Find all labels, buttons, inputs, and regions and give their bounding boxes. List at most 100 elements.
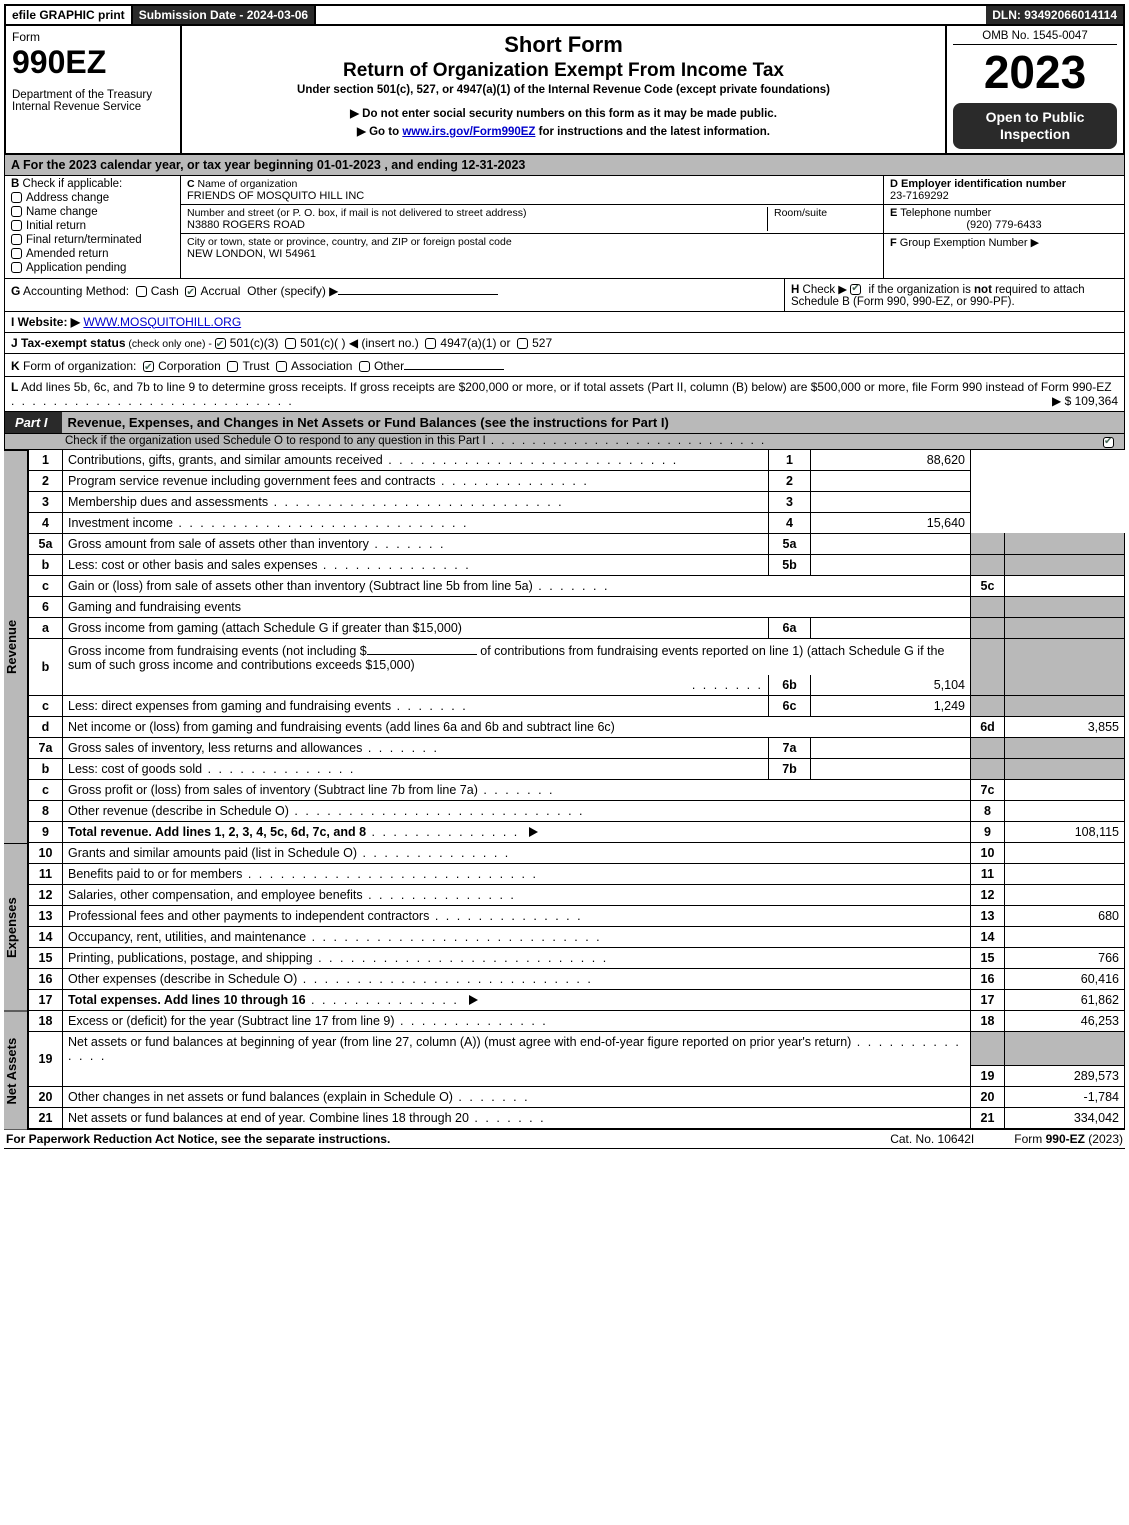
line-text: Professional fees and other payments to …: [68, 909, 429, 923]
grey-cell: [971, 1031, 1005, 1066]
checkbox-association[interactable]: [276, 361, 287, 372]
table-row: cLess: direct expenses from gaming and f…: [29, 695, 1125, 716]
label-amended-return: Amended return: [26, 248, 108, 260]
checkbox-schedule-b-not-required[interactable]: [850, 284, 861, 295]
checkbox-accrual[interactable]: [185, 286, 196, 297]
row-gh: G Accounting Method: Cash Accrual Other …: [4, 279, 1125, 312]
table-row: 1Contributions, gifts, grants, and simil…: [29, 450, 1125, 471]
checkbox-501c[interactable]: [285, 338, 296, 349]
line-amount: 289,573: [1005, 1066, 1125, 1087]
checkbox-527[interactable]: [517, 338, 528, 349]
line-num: 13: [29, 905, 63, 926]
checkbox-other-org[interactable]: [359, 361, 370, 372]
table-row: 15Printing, publications, postage, and s…: [29, 947, 1125, 968]
checkbox-name-change[interactable]: [11, 206, 22, 217]
line-box: 1: [769, 450, 811, 471]
triangle-icon: [529, 827, 538, 837]
footer-catno: Cat. No. 10642I: [890, 1132, 974, 1146]
section-a-text: For the 2023 calendar year, or tax year …: [20, 158, 526, 172]
mini-num: 7a: [769, 737, 811, 758]
line-box: 7c: [971, 779, 1005, 800]
j-small: (check only one) -: [126, 338, 215, 350]
footer-form-number: 990-EZ: [1046, 1132, 1085, 1146]
checkbox-501c3[interactable]: [215, 338, 226, 349]
line-text: Gain or (loss) from sale of assets other…: [68, 579, 533, 593]
checkbox-schedule-o[interactable]: [1103, 437, 1114, 448]
checkbox-4947a1[interactable]: [425, 338, 436, 349]
line-text: Gross income from gaming (attach Schedul…: [68, 621, 462, 635]
part1-sub-text: Check if the organization used Schedule …: [65, 435, 486, 447]
line-box: 19: [971, 1066, 1005, 1087]
efile-print-button[interactable]: efile GRAPHIC print: [6, 6, 133, 24]
checkbox-initial-return[interactable]: [11, 220, 22, 231]
checkbox-address-change[interactable]: [11, 192, 22, 203]
grey-cell: [971, 737, 1005, 758]
section-c: C Name of organization FRIENDS OF MOSQUI…: [181, 176, 884, 278]
label-corporation: Corporation: [158, 359, 221, 373]
form-number: 990EZ: [12, 44, 174, 81]
c-name-label: Name of organization: [195, 178, 298, 190]
g-letter: G: [11, 284, 20, 298]
grey-cell: [1005, 596, 1125, 617]
checkbox-trust[interactable]: [227, 361, 238, 372]
line-num: 6: [29, 596, 63, 617]
row-i: I Website: ▶ WWW.MOSQUITOHILL.ORG: [4, 312, 1125, 333]
line-amount: 88,620: [811, 450, 971, 471]
table-row: 4Investment income415,640: [29, 512, 1125, 533]
line-num: 9: [29, 821, 63, 842]
goto-pre: ▶ Go to: [357, 126, 402, 138]
table-row: 14Occupancy, rent, utilities, and mainte…: [29, 926, 1125, 947]
line-num: 20: [29, 1087, 63, 1108]
line-text: Net assets or fund balances at end of ye…: [68, 1111, 469, 1125]
line-amount: [811, 470, 971, 491]
label-initial-return: Initial return: [26, 220, 86, 232]
website-link[interactable]: WWW.MOSQUITOHILL.ORG: [83, 315, 241, 329]
grey-cell: [1005, 695, 1125, 716]
line-amount: -1,784: [1005, 1087, 1125, 1108]
part1-tab: Part I: [5, 412, 62, 433]
other-method-blank[interactable]: [338, 282, 498, 295]
contrib-blank[interactable]: [367, 642, 477, 655]
section-a-letter: A: [11, 158, 20, 172]
line-num: 5a: [29, 533, 63, 554]
other-org-blank[interactable]: [404, 357, 504, 370]
table-row: 10Grants and similar amounts paid (list …: [29, 843, 1125, 864]
line-num: 21: [29, 1108, 63, 1129]
line-amount: 15,640: [811, 512, 971, 533]
grey-cell: [971, 758, 1005, 779]
sidebar-netassets: Net Assets: [4, 1011, 28, 1130]
b-text: Check if applicable:: [19, 178, 122, 190]
line-amount: [1005, 843, 1125, 864]
line-num: 17: [29, 989, 63, 1010]
checkbox-final-return[interactable]: [11, 234, 22, 245]
line-text: Gross income from fundraising events (no…: [68, 644, 367, 658]
checkbox-application-pending[interactable]: [11, 262, 22, 273]
goto-link[interactable]: www.irs.gov/Form990EZ: [402, 126, 535, 138]
line-box: 21: [971, 1108, 1005, 1129]
line-num: 14: [29, 926, 63, 947]
i-label: Website: ▶: [14, 315, 80, 329]
line-amount: [1005, 575, 1125, 596]
section-a: A For the 2023 calendar year, or tax yea…: [4, 155, 1125, 176]
row-l: L Add lines 5b, 6c, and 7b to line 9 to …: [4, 377, 1125, 412]
city-label: City or town, state or province, country…: [187, 236, 877, 248]
grey-cell: [1005, 737, 1125, 758]
checkbox-corporation[interactable]: [143, 361, 154, 372]
expenses-table: 10Grants and similar amounts paid (list …: [28, 843, 1125, 1011]
revenue-group: Revenue 1Contributions, gifts, grants, a…: [4, 450, 1125, 843]
line-num: 2: [29, 470, 63, 491]
line-num: 18: [29, 1011, 63, 1032]
line-num: 7a: [29, 737, 63, 758]
street-label: Number and street (or P. O. box, if mail…: [187, 207, 767, 219]
checkbox-amended-return[interactable]: [11, 248, 22, 259]
k-label: Form of organization:: [20, 359, 137, 373]
line-num: 19: [29, 1031, 63, 1087]
mini-amount: 1,249: [811, 695, 971, 716]
grey-cell: [971, 533, 1005, 554]
grey-cell: [971, 617, 1005, 638]
dln: DLN: 93492066014114: [986, 6, 1123, 24]
mini-amount: [811, 533, 971, 554]
checkbox-cash[interactable]: [136, 286, 147, 297]
line-text: Membership dues and assessments: [68, 495, 268, 509]
line-box: 10: [971, 843, 1005, 864]
